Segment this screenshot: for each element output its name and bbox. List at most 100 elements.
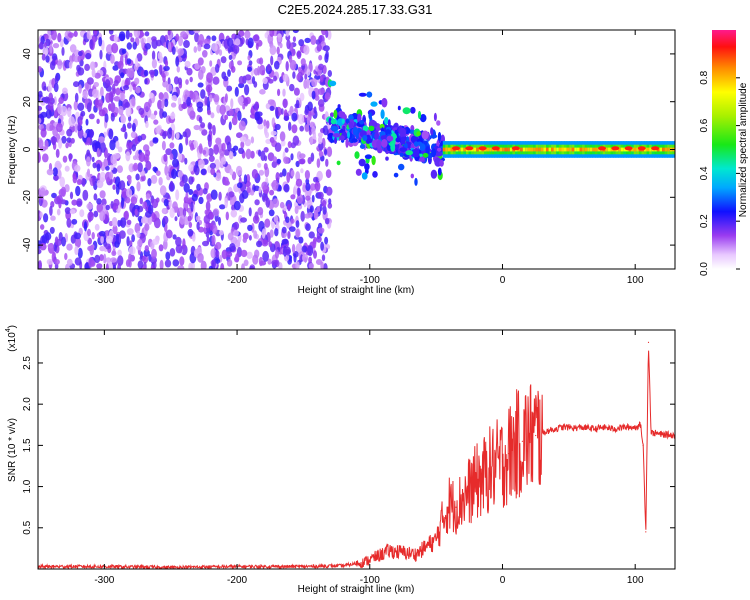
spectrogram-cell [74, 123, 78, 133]
spectrogram-cell [94, 223, 100, 231]
spectrogram-cell [38, 152, 41, 163]
spectrogram-cell [310, 35, 317, 45]
spectrogram-cell [47, 101, 54, 111]
snr-point [521, 440, 524, 442]
snr-point [645, 531, 647, 533]
spectrogram-cell [274, 142, 282, 152]
spectrogram-cell [295, 261, 300, 269]
spectrogram-cell [38, 117, 42, 124]
spectrogram-cell [91, 232, 95, 240]
spectrogram-cell [119, 180, 126, 191]
spectrogram-cell [210, 248, 217, 259]
spectrogram-cell [70, 137, 75, 144]
spectrogram-cell [159, 185, 167, 196]
spectrogram-cell [393, 172, 399, 178]
spectrogram-cell [66, 137, 72, 143]
spectrogram-cell [52, 43, 60, 49]
spectrogram-cell [74, 92, 79, 103]
spectrogram-cell [188, 207, 192, 216]
spectrogram-cell [439, 159, 444, 167]
spectrogram-cell [74, 245, 79, 256]
spectrogram-cell [318, 54, 323, 61]
spectrogram-cell [130, 37, 135, 43]
spectrogram-cell [198, 159, 205, 169]
spectrogram-cell [511, 146, 520, 151]
spectrogram-cell [412, 152, 420, 158]
spectrogram-cell [301, 253, 309, 263]
spectrogram-cell [290, 153, 294, 161]
spectrogram-cell [51, 60, 56, 66]
spectrogram-cell [452, 146, 460, 151]
spectrogram-cell [605, 147, 609, 152]
spectrogram-cell [307, 157, 312, 165]
snr-ytick-label: 1.0 [22, 479, 33, 493]
spectrogram-cell [223, 75, 229, 82]
spectrogram-cell [161, 140, 166, 151]
spectrogram-cell [47, 82, 53, 93]
spectrogram-cell [98, 230, 106, 237]
spectrogram-cell [311, 194, 315, 203]
spectrogram-cell [219, 204, 226, 210]
spectrogram-cell [582, 147, 586, 152]
spectrogram-cell [419, 114, 427, 123]
spectrogram-cell [319, 75, 324, 83]
spectrogram-cell [142, 254, 149, 264]
spectrogram-cell [226, 259, 233, 267]
spectrogram-cell [132, 41, 137, 50]
spectrogram-cell [126, 219, 132, 225]
spectrogram-cell [318, 63, 324, 71]
spectrogram-cell [197, 253, 204, 263]
spectrogram-xlabel: Height of straight line (km) [298, 285, 415, 296]
spectrogram-cell [108, 30, 114, 35]
spectrogram-cell [85, 52, 92, 60]
spectrogram-cell [254, 199, 260, 206]
spectrogram-cell [93, 81, 99, 88]
spectrogram-cell [38, 260, 42, 269]
spectrogram-cell [138, 152, 145, 163]
spectrogram-cell [359, 144, 366, 150]
spectrogram-cell [137, 239, 143, 247]
spectrogram-cell [144, 31, 150, 37]
spectrogram-cell [103, 158, 108, 167]
spectrogram-cell [192, 93, 196, 103]
spectrogram-cell [197, 57, 204, 66]
spectrogram-cell [277, 88, 281, 97]
spectrogram-cell [130, 196, 138, 205]
spectrogram-cell [133, 30, 141, 38]
spectrogram-cell [253, 185, 260, 192]
spectrogram-cell [322, 125, 329, 136]
spectrogram-cell [131, 144, 136, 152]
spectrogram-cell [129, 32, 133, 38]
spectrogram-cell [306, 115, 311, 126]
spectrogram-cell [306, 78, 310, 89]
spectrogram-cell [292, 71, 296, 79]
spectrogram-cell [341, 118, 345, 124]
spectrogram-cell [74, 257, 82, 266]
snr-point [614, 428, 616, 430]
spectrogram-cell [436, 120, 441, 126]
spectrogram-cell [274, 60, 280, 70]
snr-marks [38, 341, 675, 569]
spectrogram-cell [118, 105, 124, 116]
spectrogram-cell [569, 147, 573, 152]
spectrogram-cell [263, 119, 267, 127]
spectrogram-cell [240, 249, 248, 258]
spectrogram-cell [224, 114, 229, 121]
spectrogram-cell [262, 77, 268, 85]
spectrogram-cell [207, 109, 212, 116]
snr-point [528, 436, 530, 438]
spectrogram-cell [191, 193, 198, 202]
spectrogram-cell [366, 91, 373, 98]
spectrogram-cell [556, 147, 560, 152]
spectrogram-cell [168, 41, 172, 53]
spectrogram-cell [320, 241, 324, 251]
snr-point [495, 465, 497, 467]
spectrogram-cell [611, 146, 620, 151]
spectrogram-cell [294, 205, 299, 215]
spectrogram-cell [43, 42, 47, 48]
spectrogram-cell [172, 259, 180, 267]
spectrogram-cell [89, 129, 94, 139]
spectrogram-cell [293, 253, 297, 263]
spectrogram-cell [125, 106, 132, 118]
spectrogram-cell [372, 171, 378, 178]
